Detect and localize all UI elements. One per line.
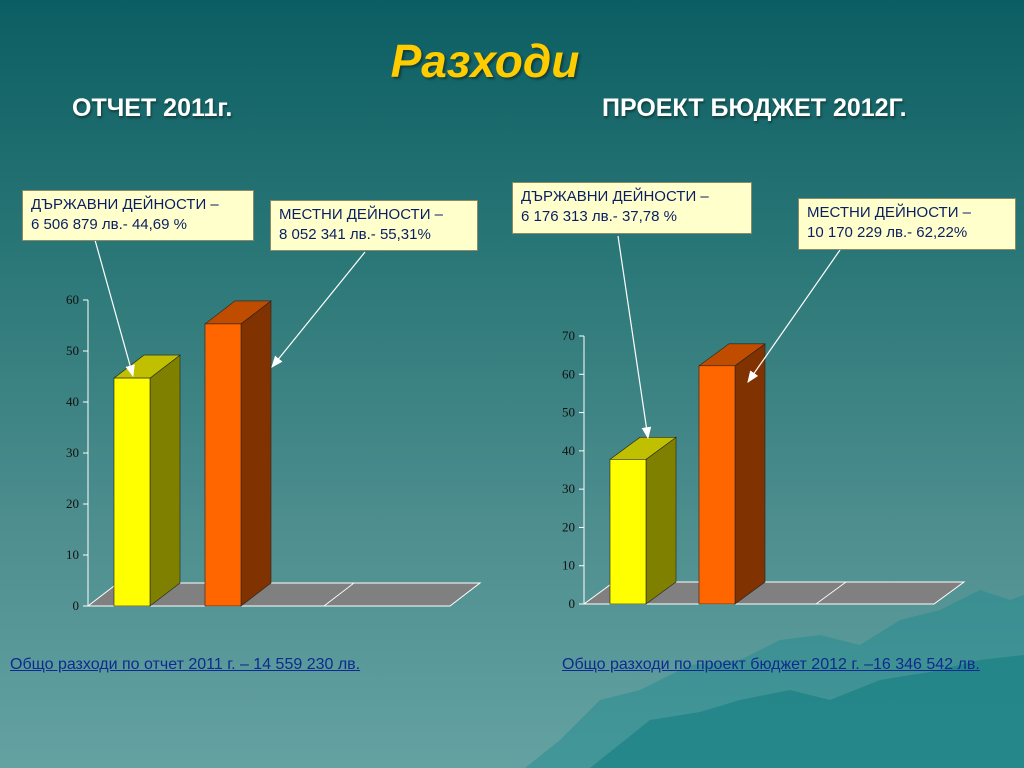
- arrow-left-local: [271, 251, 366, 368]
- bar-front: [609, 459, 647, 605]
- floor-divider: [815, 581, 847, 605]
- total-2012: Общо разходи по проект бюджет 2012 г. –1…: [562, 656, 980, 673]
- y-tick-label: 40: [66, 394, 79, 409]
- y-tick-label: 50: [66, 343, 79, 358]
- callout-left-state-line2: 6 506 879 лв.- 44,69 %: [31, 216, 187, 233]
- right-chart-heading: ПРОЕКТ БЮДЖЕТ 2012Г.: [602, 94, 907, 122]
- y-tick-label: 40: [562, 443, 575, 458]
- bar-local-activities: [204, 300, 272, 607]
- arrow-right-local: [747, 249, 841, 383]
- floor-divider: [323, 582, 355, 607]
- arrow-left-state: [94, 239, 135, 378]
- callout-left-local-line2: 8 052 341 лв.- 55,31%: [279, 226, 431, 243]
- y-tick-label: 50: [562, 405, 575, 420]
- left-chart-heading: ОТЧЕТ 2011г.: [72, 94, 233, 122]
- y-tick-label: 30: [66, 445, 79, 460]
- total-2011: Общо разходи по отчет 2011 г. – 14 559 2…: [10, 656, 361, 673]
- y-tick-label: 0: [73, 598, 80, 613]
- y-tick-label: 60: [66, 292, 79, 307]
- callout-right-state-line2: 6 176 313 лв.- 37,78 %: [521, 208, 677, 225]
- chart-floor: [86, 582, 482, 607]
- left-bar-chart: 0 10 20 30 40 50 60: [66, 292, 482, 613]
- y-tick-label: 70: [562, 328, 575, 343]
- bar-front: [698, 365, 736, 605]
- callout-right-local: МЕСТНИ ДЕЙНОСТИ – 10 170 229 лв.- 62,22%: [798, 198, 1016, 250]
- y-tick-label: 10: [562, 558, 575, 573]
- slide-title: Разходи: [390, 35, 580, 87]
- callout-left-state-line1: ДЪРЖАВНИ ДЕЙНОСТИ –: [31, 196, 219, 213]
- y-tick-label: 20: [66, 496, 79, 511]
- callout-right-local-line1: МЕСТНИ ДЕЙНОСТИ –: [807, 204, 972, 221]
- callout-left-state: ДЪРЖАВНИ ДЕЙНОСТИ – 6 506 879 лв.- 44,69…: [22, 190, 254, 241]
- y-tick-label: 10: [66, 547, 79, 562]
- callout-right-state: ДЪРЖАВНИ ДЕЙНОСТИ – 6 176 313 лв.- 37,78…: [512, 182, 752, 234]
- bar-state-activities: [609, 436, 677, 605]
- bar-front: [113, 377, 151, 607]
- y-tick-label: 30: [562, 481, 575, 496]
- bar-front: [204, 323, 242, 607]
- bar-state-activities: [113, 354, 181, 607]
- y-tick-label: 0: [569, 596, 576, 611]
- callout-left-local: МЕСТНИ ДЕЙНОСТИ – 8 052 341 лв.- 55,31%: [270, 200, 478, 251]
- y-tick-label: 60: [562, 366, 575, 381]
- callout-left-local-line1: МЕСТНИ ДЕЙНОСТИ –: [279, 206, 444, 223]
- bar-local-activities: [698, 343, 766, 605]
- arrow-right-state: [617, 235, 652, 440]
- callout-right-state-line1: ДЪРЖАВНИ ДЕЙНОСТИ –: [521, 188, 709, 205]
- right-bar-chart: 0 10 20 30 40 50 60 70: [562, 328, 966, 611]
- callout-right-local-line2: 10 170 229 лв.- 62,22%: [807, 224, 968, 241]
- chart-floor: [582, 581, 966, 605]
- y-tick-label: 20: [562, 519, 575, 534]
